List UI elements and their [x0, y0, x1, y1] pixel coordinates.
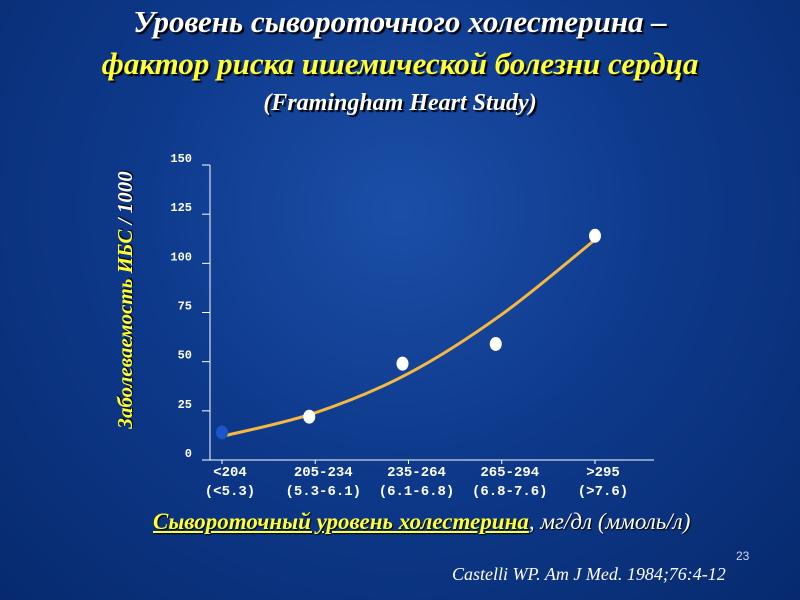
x-tick-label-sub: (6.8-7.6) [472, 484, 548, 500]
x-tick-label-sub: (>7.6) [578, 484, 628, 500]
x-tick-label: 205-234 [294, 465, 353, 481]
x-tick-label: 235-264 [387, 465, 446, 481]
y-axis-label-units: / 1000 [113, 171, 137, 230]
y-tick-label: 75 [178, 300, 192, 314]
data-point [216, 425, 228, 440]
subtitle: (Framingham Heart Study) [263, 90, 537, 116]
data-point [589, 228, 601, 243]
trend-curve [221, 238, 596, 438]
y-tick-label: 0 [185, 447, 192, 461]
data-point [489, 336, 502, 351]
y-tick-label: 50 [178, 349, 192, 363]
x-axis-label: Сывороточный уровень холестерина, мг/дл … [153, 509, 690, 535]
x-tick-label-sub: (6.1-6.8) [379, 484, 455, 500]
data-point [303, 409, 316, 424]
citation: Castelli WP. Am J Med. 1984;76:4-12 [452, 564, 726, 584]
x-tick-label-sub: (5.3-6.1) [285, 484, 361, 500]
x-tick-label: <204 [213, 465, 247, 481]
x-tick-label: 265-294 [480, 465, 539, 481]
y-tick-label: 150 [170, 152, 192, 166]
y-tick-label: 25 [178, 398, 192, 412]
title-line-1: Уровень сывороточного холестерина – [133, 4, 667, 39]
y-tick-label: 125 [170, 201, 192, 215]
y-axis-label-main: Заболеваемость ИБС [113, 229, 137, 429]
page-number: 23 [736, 549, 750, 563]
title-line-2: фактор риска ишемической болезни сердца [101, 46, 699, 81]
y-axis-label: Заболеваемость ИБС / 1000 [113, 130, 143, 470]
x-tick-label: >295 [586, 465, 620, 481]
data-point [396, 356, 409, 371]
y-tick-label: 100 [170, 250, 192, 264]
x-tick-label-sub: (<5.3) [205, 484, 255, 500]
x-axis-label-main: Сывороточный уровень холестерина [153, 509, 529, 534]
x-axis-label-units: , мг/дл (ммоль/л) [528, 509, 691, 534]
